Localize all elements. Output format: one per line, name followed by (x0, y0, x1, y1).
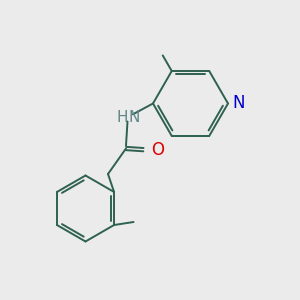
Text: O: O (151, 141, 164, 159)
Text: N: N (129, 110, 140, 124)
Text: H: H (116, 110, 128, 124)
Text: N: N (232, 94, 244, 112)
